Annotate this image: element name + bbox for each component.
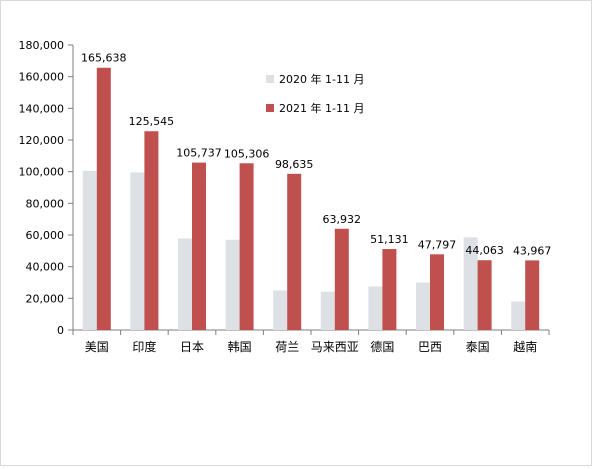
bar-2021 xyxy=(334,228,349,330)
bar-2020 xyxy=(368,286,383,330)
bars xyxy=(82,67,540,330)
data-label-2021: 105,306 xyxy=(224,147,270,160)
x-category-label: 德国 xyxy=(370,339,394,354)
legend-swatch xyxy=(266,75,274,83)
x-axis: 美国 印度 日本 韩国 荷兰 马来西亚 德国 巴西 泰国 越南 xyxy=(72,329,550,354)
data-label-2021: 47,797 xyxy=(418,238,457,251)
legend-swatch xyxy=(266,104,274,112)
data-label-2021: 44,063 xyxy=(465,244,504,257)
y-tick-label: 180,000 xyxy=(19,39,65,52)
bar-2021 xyxy=(287,173,302,330)
legend: 2020 年 1-11 月 2021 年 1-11 月 xyxy=(266,72,364,115)
bar-2020 xyxy=(416,282,430,330)
data-labels: 165,638 125,545 105,737 105,306 98,635 63,932… xyxy=(81,52,551,258)
bar-2020 xyxy=(320,291,335,330)
data-label-2021: 98,635 xyxy=(275,158,314,171)
x-category-label: 巴西 xyxy=(418,340,442,354)
bar-2021 xyxy=(192,162,206,330)
data-label-2021: 51,131 xyxy=(370,233,409,246)
bar-2021 xyxy=(96,67,111,330)
data-label-2021: 43,967 xyxy=(513,244,552,257)
y-tick-label: 20,000 xyxy=(26,292,65,305)
y-axis: 0 20,000 40,000 60,000 80,000 100,000 120,000 1… xyxy=(19,39,74,337)
data-label-2021: 63,932 xyxy=(323,213,362,226)
y-tick-label: 120,000 xyxy=(19,134,65,147)
y-tick-label: 60,000 xyxy=(26,229,65,242)
x-category-label: 日本 xyxy=(180,340,204,354)
x-category-label: 美国 xyxy=(85,340,109,354)
legend-label: 2021 年 1-11 月 xyxy=(279,101,364,115)
x-category-label: 越南 xyxy=(513,339,537,354)
y-tick-label: 40,000 xyxy=(26,261,65,274)
y-tick-label: 80,000 xyxy=(26,197,65,210)
x-category-label: 韩国 xyxy=(228,339,252,354)
bar-2020 xyxy=(130,172,145,330)
bar-2020 xyxy=(225,239,240,330)
data-label-2021: 165,638 xyxy=(81,52,127,65)
x-category-label: 荷兰 xyxy=(275,340,299,354)
y-tick-label: 0 xyxy=(57,324,64,337)
bar-2021 xyxy=(430,254,444,330)
bar-2021 xyxy=(477,260,492,330)
bar-2020 xyxy=(463,237,478,330)
bar-2021 xyxy=(239,163,254,330)
bar-2020 xyxy=(82,170,97,330)
y-tick-label: 140,000 xyxy=(19,102,65,115)
x-category-label: 泰国 xyxy=(466,340,490,354)
x-category-label: 马来西亚 xyxy=(311,340,359,354)
bar-2021 xyxy=(382,249,397,330)
bar-2020 xyxy=(178,238,192,330)
y-tick-label: 100,000 xyxy=(19,166,65,179)
y-tick-label: 160,000 xyxy=(19,71,65,84)
x-category-label: 印度 xyxy=(132,339,156,354)
data-label-2021: 105,737 xyxy=(176,147,222,160)
legend-label: 2020 年 1-11 月 xyxy=(279,72,364,86)
bar-2021 xyxy=(144,131,159,330)
bar-2020 xyxy=(511,301,526,330)
bar-2021 xyxy=(525,260,540,330)
data-label-2021: 125,545 xyxy=(129,115,175,128)
bar-2020 xyxy=(273,290,288,330)
